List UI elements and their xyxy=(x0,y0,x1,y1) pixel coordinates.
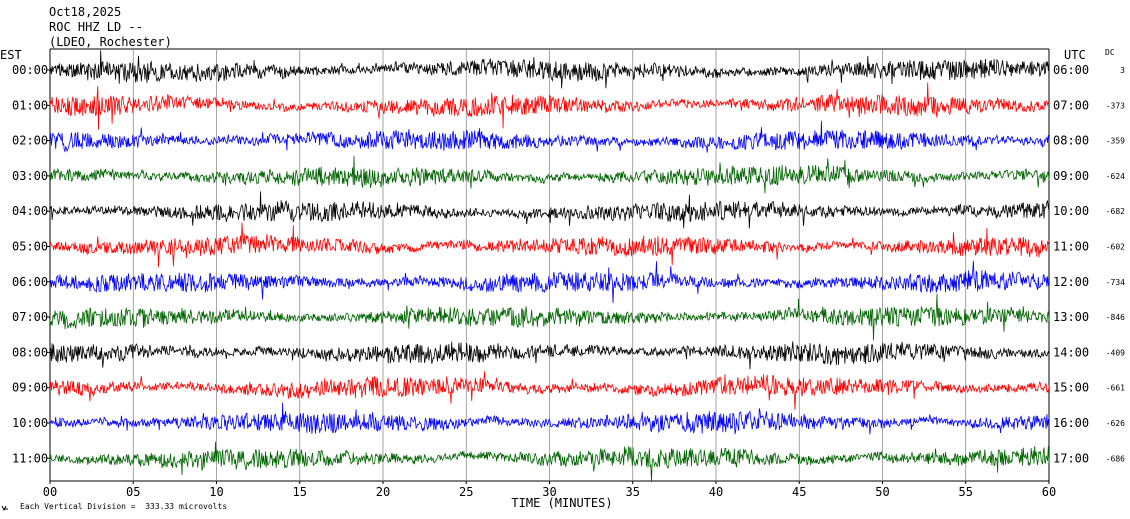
seismic-trace xyxy=(49,82,1050,130)
dc-offset-label: -624 xyxy=(1106,172,1125,181)
utc-hour-label: 07:00 xyxy=(1053,98,1089,112)
seismic-trace xyxy=(49,50,1050,89)
utc-hour-label: 12:00 xyxy=(1053,275,1089,289)
utc-hour-label: 17:00 xyxy=(1053,451,1089,465)
x-tick-label: 35 xyxy=(626,485,640,499)
est-hour-label: 09:00 xyxy=(12,381,48,395)
x-tick-label: 25 xyxy=(459,485,473,499)
utc-hour-label: 14:00 xyxy=(1053,345,1089,359)
est-hour-label: 08:00 xyxy=(12,345,48,359)
dc-offset-label: -686 xyxy=(1106,454,1125,463)
dc-offset-label: -846 xyxy=(1106,313,1125,322)
utc-hour-label: 11:00 xyxy=(1053,240,1089,254)
dc-offset-label: -409 xyxy=(1106,348,1125,357)
utc-hour-label: 09:00 xyxy=(1053,169,1089,183)
utc-hour-label: 08:00 xyxy=(1053,134,1089,148)
x-tick-label: 50 xyxy=(875,485,889,499)
x-tick-label: 55 xyxy=(959,485,973,499)
utc-hour-label: 10:00 xyxy=(1053,204,1089,218)
utc-hour-label: 06:00 xyxy=(1053,63,1089,77)
seismic-trace xyxy=(49,260,1050,303)
date-label: Oct18,2025 xyxy=(49,5,121,19)
utc-hour-label: 15:00 xyxy=(1053,381,1089,395)
est-hour-label: 11:00 xyxy=(12,451,48,465)
seismic-trace xyxy=(49,293,1050,341)
x-tick-label: 40 xyxy=(709,485,723,499)
seismic-trace xyxy=(49,341,1050,370)
seismic-trace xyxy=(49,155,1050,194)
utc-hour-label: 13:00 xyxy=(1053,310,1089,324)
seismic-trace xyxy=(49,371,1050,410)
est-hour-label: 04:00 xyxy=(12,204,48,218)
seismic-trace xyxy=(49,441,1050,482)
network-label: (LDEO, Rochester) xyxy=(49,35,172,49)
grid-layer xyxy=(47,48,1050,484)
est-hour-label: 02:00 xyxy=(12,134,48,148)
footer-logo-icon xyxy=(1,505,8,512)
label-layer: 00 05 10 15 20 25 30 35 40 45 50 55 60 00:00 06:00 3 01:… xyxy=(12,63,1125,499)
x-axis-title: TIME (MINUTES) xyxy=(511,496,612,510)
dc-offset-label: -661 xyxy=(1106,384,1125,393)
utc-hour-label: 16:00 xyxy=(1053,416,1089,430)
dc-header-label: DC xyxy=(1105,48,1115,57)
station-label: ROC HHZ LD -- xyxy=(49,20,143,34)
est-hour-label: 10:00 xyxy=(12,416,48,430)
x-tick-label: 30 xyxy=(542,485,556,499)
dc-offset-label: -373 xyxy=(1106,101,1125,110)
dc-offset-label: -359 xyxy=(1106,137,1125,146)
dc-offset-label: -734 xyxy=(1106,278,1125,287)
x-tick-label: 15 xyxy=(293,485,307,499)
scale-note: Each Vertical Division = 333.33 microvol… xyxy=(20,502,227,511)
x-tick-label: 00 xyxy=(43,485,57,499)
x-tick-label: 45 xyxy=(792,485,806,499)
left-timezone-label: EST xyxy=(0,48,22,62)
x-tick-label: 60 xyxy=(1042,485,1056,499)
dc-offset-label: -626 xyxy=(1106,419,1125,428)
seismic-trace xyxy=(49,120,1050,153)
trace-layer xyxy=(49,50,1050,482)
dc-offset-label: -602 xyxy=(1106,243,1125,252)
x-tick-label: 20 xyxy=(376,485,390,499)
right-timezone-label: UTC xyxy=(1064,48,1086,62)
dc-offset-label: 3 xyxy=(1120,66,1125,75)
seismic-trace xyxy=(49,402,1050,435)
dc-offset-label: -682 xyxy=(1106,207,1125,216)
est-hour-label: 06:00 xyxy=(12,275,48,289)
est-hour-label: 00:00 xyxy=(12,63,48,77)
est-hour-label: 01:00 xyxy=(12,98,48,112)
est-hour-label: 05:00 xyxy=(12,240,48,254)
seismic-trace xyxy=(49,191,1050,229)
est-hour-label: 03:00 xyxy=(12,169,48,183)
x-tick-label: 05 xyxy=(126,485,140,499)
x-tick-label: 10 xyxy=(209,485,223,499)
seismic-trace xyxy=(49,222,1050,268)
est-hour-label: 07:00 xyxy=(12,310,48,324)
